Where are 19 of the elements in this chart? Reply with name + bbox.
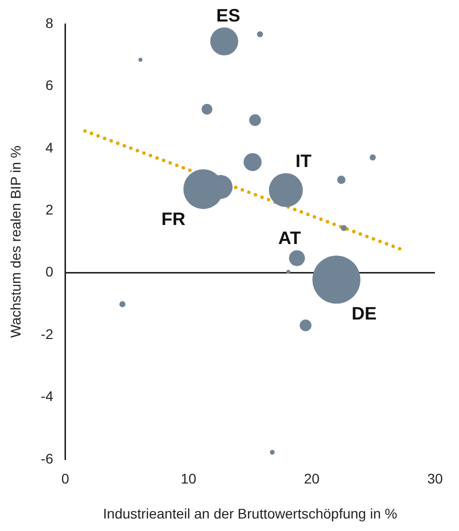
y-tick-label: 8: [45, 14, 54, 31]
annotation: IT: [295, 151, 312, 172]
x-axis-title: Industrieanteil an der Bruttowertschöpfung in %: [103, 505, 398, 522]
y-tick-label: 0: [45, 264, 54, 280]
x-tick-label: 0: [61, 470, 70, 487]
annotation: ES: [216, 5, 240, 26]
y-tick-label: -6: [40, 450, 54, 466]
annotation: FR: [161, 209, 186, 230]
x-tick-label: 20: [304, 470, 320, 487]
y-tick-label: 4: [45, 139, 54, 156]
y-tick-label: -4: [40, 388, 54, 404]
annotation: DE: [352, 304, 377, 324]
annotation: AT: [278, 228, 301, 248]
y-tick-label: -2: [40, 326, 54, 342]
x-tick-label: 30: [427, 470, 443, 487]
y-axis-title: Wachstum des realen BIP in %: [7, 146, 24, 338]
y-tick-label: 6: [45, 77, 54, 94]
y-tick-label: 2: [45, 201, 54, 218]
x-tick-label: 10: [180, 470, 196, 487]
